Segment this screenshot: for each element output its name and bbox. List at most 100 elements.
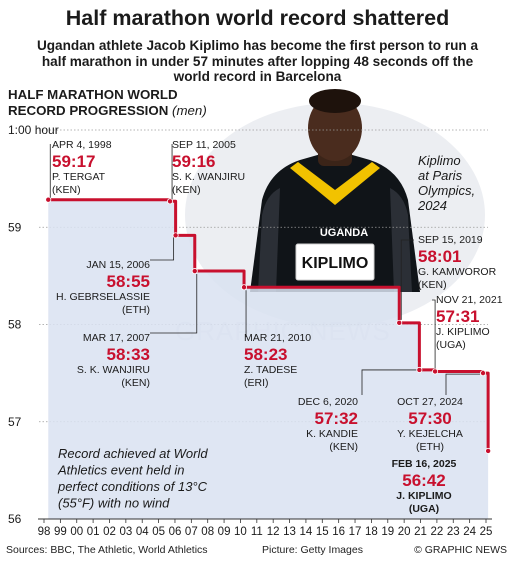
x-tick-label: 19: [381, 526, 394, 538]
record-athlete: P. TERGAT: [52, 171, 106, 183]
x-tick-label: 22: [430, 526, 443, 538]
record-country: (ETH): [416, 441, 444, 453]
y-tick-label: 57: [8, 415, 22, 429]
x-tick-label: 00: [70, 526, 83, 538]
race-bib: [295, 243, 375, 281]
x-tick-label: 06: [169, 526, 182, 538]
section-title-line1: HALF MARATHON WORLD: [8, 87, 178, 102]
record-marker: [191, 268, 198, 275]
record-date: JAN 15, 2006: [86, 259, 150, 271]
section-title-line2: RECORD PROGRESSION (men): [8, 103, 207, 119]
photo-caption-line: 2024: [417, 198, 447, 213]
runner-head: [308, 95, 362, 161]
record-time: 58:01: [418, 247, 461, 266]
x-tick-label: 09: [218, 526, 231, 538]
record-marker: [241, 284, 248, 291]
record-athlete: J. KIPLIMO: [436, 326, 490, 338]
record-date: DEC 6, 2020: [298, 396, 358, 408]
x-tick-label: 02: [103, 526, 116, 538]
record-date: NOV 21, 2021: [436, 294, 503, 306]
section-title-line2-text: RECORD PROGRESSION: [8, 103, 169, 118]
x-tick-label: 03: [119, 526, 132, 538]
record-country: (KEN): [121, 377, 150, 389]
runner-hair: [309, 89, 361, 113]
x-tick-label: 05: [152, 526, 165, 538]
record-time: 57:30: [408, 409, 451, 428]
y-tick-label: 56: [8, 512, 22, 526]
record-date: FEB 16, 2025: [392, 458, 457, 470]
x-axis: 98 99 00 01 02 03 04 05 06 07 08 09 10 11 12 13 14 15 16 17…: [38, 518, 493, 538]
record-country: (ETH): [122, 304, 150, 316]
record-country: (UGA): [436, 339, 466, 351]
record-athlete: S. K. WANJIRU: [172, 171, 245, 183]
y-axis: 56 57 58 59 1:00 hour: [8, 123, 59, 526]
record-marker: [480, 370, 487, 377]
record-country: (KEN): [418, 279, 447, 291]
record-athlete: Z. TADESE: [244, 364, 297, 376]
x-tick-label: 10: [234, 526, 247, 538]
x-tick-label: 08: [201, 526, 214, 538]
conditions-note-line: Record achieved at World: [58, 446, 208, 461]
record-athlete: J. KIPLIMO: [396, 490, 451, 502]
leader-line: [400, 239, 414, 320]
record-athlete: G. KAMWOROR: [418, 266, 497, 278]
record-country: (UGA): [409, 503, 439, 515]
record-time: 58:23: [244, 345, 287, 364]
standfirst: Ugandan athlete Jacob Kiplimo has become…: [36, 38, 479, 84]
x-tick-label: 01: [87, 526, 100, 538]
x-tick-label: 99: [54, 526, 67, 538]
x-tick-label: 17: [349, 526, 362, 538]
leader-line: [150, 237, 175, 261]
record-area-fill: [48, 199, 489, 519]
conditions-note-line: perfect conditions of 13°C: [57, 479, 208, 494]
record-athlete: H. GEBRSELASSIE: [56, 291, 150, 303]
vest-text: UGANDA: [320, 227, 368, 239]
record-time: 57:31: [436, 307, 479, 326]
y-tick-label: 59: [8, 220, 22, 234]
annotations: Record achieved at World Athletics event …: [49, 144, 481, 511]
record-country: (KEN): [329, 441, 358, 453]
photo-caption-line: at Paris: [418, 168, 463, 183]
x-tick-label: 04: [136, 526, 149, 538]
record-time: 58:33: [107, 345, 150, 364]
x-tick-label: 21: [414, 526, 427, 538]
photo-caption-line: Kiplimo: [418, 153, 461, 168]
record-marker: [432, 368, 439, 375]
x-tick-label: 23: [447, 526, 460, 538]
conditions-note-line: (55°F) with no wind: [58, 496, 170, 511]
x-tick-label: 13: [283, 526, 296, 538]
photo-caption-line: Olympics,: [418, 183, 475, 198]
record-country: (ERI): [244, 377, 269, 389]
record-time: 56:42: [402, 471, 445, 490]
y-tick-label: 58: [8, 318, 22, 332]
leader-line: [361, 369, 417, 395]
x-tick-label: 15: [316, 526, 329, 538]
record-marker: [485, 447, 492, 454]
record-time: 59:17: [52, 152, 95, 171]
x-tick-label: 11: [251, 526, 263, 538]
y-axis-top-label: 1:00 hour: [8, 123, 59, 137]
x-tick-label: 14: [300, 526, 313, 538]
section-title-unit: (men): [172, 103, 207, 118]
record-date: MAR 21, 2010: [244, 332, 311, 344]
x-tick-label: 24: [463, 526, 476, 538]
record-date: SEP 11, 2005: [172, 139, 236, 151]
runner-vest: [250, 150, 420, 292]
leader-line: [445, 373, 481, 395]
x-tick-label: 18: [365, 526, 378, 538]
record-athlete: Y. KEJELCHA: [397, 428, 463, 440]
record-marker: [167, 198, 174, 205]
record-time: 58:55: [107, 272, 150, 291]
record-date: OCT 27, 2024: [397, 396, 463, 408]
leader-line: [432, 299, 436, 369]
x-tick-label: 07: [185, 526, 198, 538]
x-tick-label: 25: [480, 526, 493, 538]
headline: Half marathon world record shattered: [65, 6, 450, 30]
record-marker: [416, 366, 423, 373]
